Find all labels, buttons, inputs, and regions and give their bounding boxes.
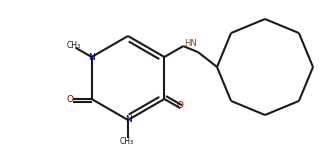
Text: O: O (67, 95, 74, 104)
Text: N: N (88, 52, 95, 61)
Text: CH₃: CH₃ (119, 137, 133, 146)
Text: O: O (177, 101, 184, 110)
Text: N: N (125, 116, 131, 125)
Text: CH₃: CH₃ (67, 41, 81, 50)
Text: HN: HN (184, 39, 197, 48)
